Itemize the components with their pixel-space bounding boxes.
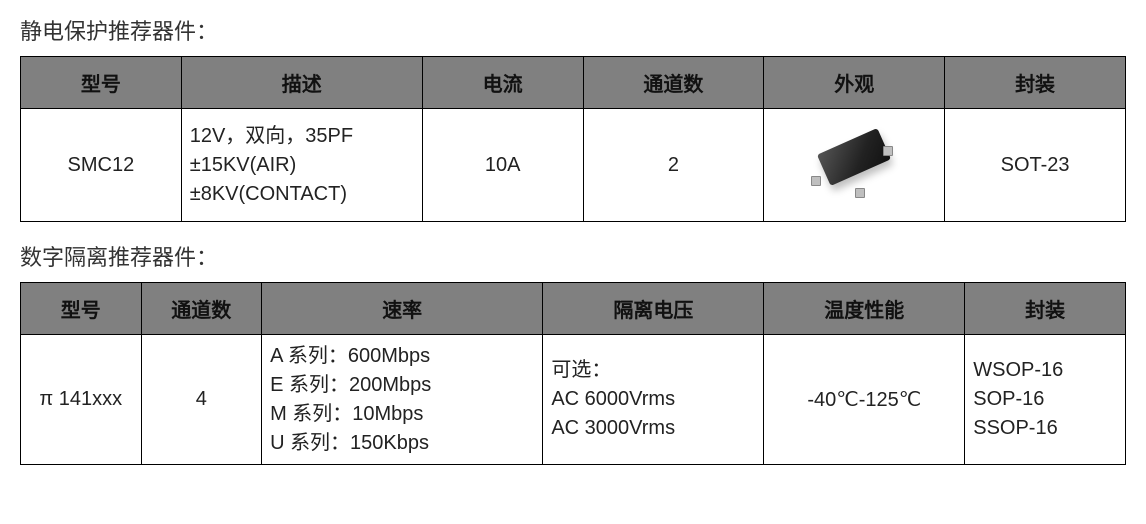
cell-package: WSOP-16 SOP-16 SSOP-16 <box>965 335 1126 465</box>
cell-temp: -40℃-125℃ <box>764 335 965 465</box>
pkg-line: SOP-16 <box>973 385 1117 414</box>
col-temp: 温度性能 <box>764 283 965 335</box>
cell-model: SMC12 <box>21 109 182 222</box>
cell-current: 10A <box>422 109 583 222</box>
table-row: SMC12 12V，双向，35PF ±15KV(AIR) ±8KV(CONTAC… <box>21 109 1126 222</box>
col-iso: 隔离电压 <box>543 283 764 335</box>
esd-table: 型号 描述 电流 通道数 外观 封装 SMC12 12V，双向，35PF ±15… <box>20 56 1126 222</box>
col-current: 电流 <box>422 57 583 109</box>
iso-line: 可选： <box>551 356 755 385</box>
page: 静电保护推荐器件： 型号 描述 电流 通道数 外观 封装 SMC12 12V，双… <box>0 0 1146 485</box>
col-channels: 通道数 <box>583 57 764 109</box>
cell-desc: 12V，双向，35PF ±15KV(AIR) ±8KV(CONTACT) <box>181 109 422 222</box>
speed-line: A 系列：600Mbps <box>270 342 534 371</box>
col-package: 封装 <box>945 57 1126 109</box>
col-channels: 通道数 <box>141 283 262 335</box>
col-speed: 速率 <box>262 283 543 335</box>
table-row: π 141xxx 4 A 系列：600Mbps E 系列：200Mbps M 系… <box>21 335 1126 465</box>
iso-line: AC 3000Vrms <box>551 414 755 443</box>
esd-table-head: 型号 描述 电流 通道数 外观 封装 <box>21 57 1126 109</box>
iso-line: AC 6000Vrms <box>551 385 755 414</box>
speed-line: E 系列：200Mbps <box>270 371 534 400</box>
cell-model: π 141xxx <box>21 335 142 465</box>
desc-line: ±15KV(AIR) <box>190 151 414 180</box>
section2-title: 数字隔离推荐器件： <box>20 240 1126 272</box>
speed-line: U 系列：150Kbps <box>270 429 534 458</box>
cell-channels: 4 <box>141 335 262 465</box>
col-package: 封装 <box>965 283 1126 335</box>
chip-icon <box>799 130 909 200</box>
desc-line: ±8KV(CONTACT) <box>190 180 414 209</box>
col-model: 型号 <box>21 57 182 109</box>
iso-table-head: 型号 通道数 速率 隔离电压 温度性能 封装 <box>21 283 1126 335</box>
cell-speed: A 系列：600Mbps E 系列：200Mbps M 系列：10Mbps U … <box>262 335 543 465</box>
sot23-chip-icon <box>772 115 936 215</box>
col-desc: 描述 <box>181 57 422 109</box>
iso-table: 型号 通道数 速率 隔离电压 温度性能 封装 π 141xxx 4 A 系列：6… <box>20 282 1126 465</box>
pkg-line: SSOP-16 <box>973 414 1117 443</box>
col-look: 外观 <box>764 57 945 109</box>
speed-line: M 系列：10Mbps <box>270 400 534 429</box>
pkg-line: WSOP-16 <box>973 356 1117 385</box>
section1-title: 静电保护推荐器件： <box>20 14 1126 46</box>
desc-line: 12V，双向，35PF <box>190 122 414 151</box>
cell-package: SOT-23 <box>945 109 1126 222</box>
col-model: 型号 <box>21 283 142 335</box>
cell-isolation: 可选： AC 6000Vrms AC 3000Vrms <box>543 335 764 465</box>
cell-appearance <box>764 109 945 222</box>
cell-channels: 2 <box>583 109 764 222</box>
